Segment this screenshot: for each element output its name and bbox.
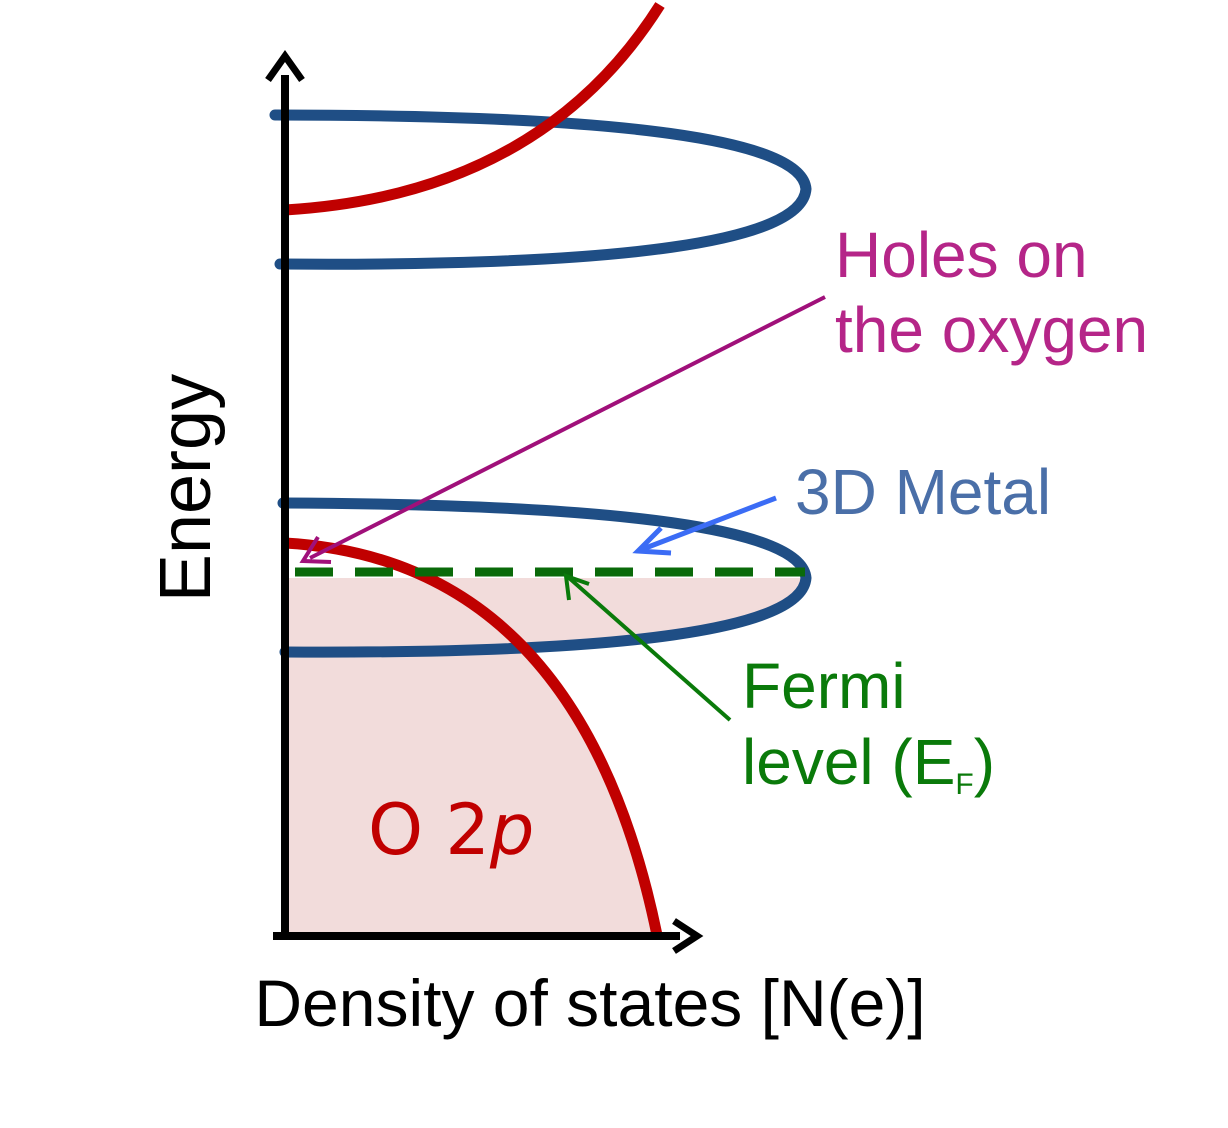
fermi-label-subscript: F <box>955 768 973 801</box>
fermi-label-suffix: ) <box>974 726 995 798</box>
upper-red-band <box>284 2 665 216</box>
holes-arrow-line <box>309 295 826 560</box>
metal-label: 3D Metal <box>795 456 1051 528</box>
o2p-label-main: O 2 <box>368 789 490 871</box>
x-axis-label: Density of states [N(e)] <box>254 966 925 1040</box>
fermi-arrowhead <box>563 573 590 601</box>
metal-arrow-line <box>642 495 777 552</box>
fermi-arrow-line <box>566 575 732 722</box>
holes-arrowhead <box>299 535 332 564</box>
x-axis-arrowhead <box>672 918 704 954</box>
fermi-label-line1: Fermi <box>742 650 906 722</box>
y-axis-label: Energy <box>146 374 226 602</box>
fermi-label-line2: level (EF) <box>742 726 995 801</box>
upper-metal-band <box>269 109 812 270</box>
metal-arrowhead <box>632 526 672 556</box>
o2p-band <box>284 537 663 937</box>
o2p-band-label: O 2p <box>368 789 534 871</box>
lower-metal-band <box>277 497 812 658</box>
axes <box>265 49 704 954</box>
holes-label-line1: Holes on <box>835 219 1088 291</box>
fermi-label-prefix: level (E <box>742 726 955 798</box>
o2p-label-italic: p <box>489 789 534 871</box>
y-axis-arrowhead <box>265 49 305 83</box>
holes-label-line2: the oxygen <box>835 294 1148 366</box>
occupied-o2p-area <box>285 578 657 935</box>
